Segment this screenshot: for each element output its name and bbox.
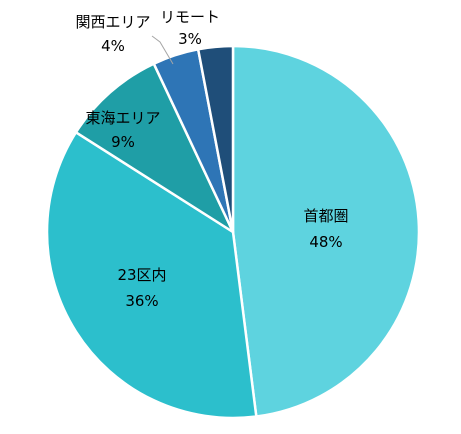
pie-labels: 首都圏 48% 23区内 36% 東海エリア 9% 関西エリア 4% リモート 3%	[75, 8, 348, 310]
slice-value-label: 3%	[178, 30, 202, 48]
slice-category-label: 23区内	[117, 266, 166, 284]
callout-leader-line-kansai	[151, 35, 174, 65]
pie-slice-5	[196, 44, 235, 234]
slice-value-label: 48%	[309, 233, 342, 251]
slice-value-label: 4%	[101, 37, 125, 55]
slice-value-label: 9%	[111, 133, 135, 151]
pie-slice-2	[45, 131, 258, 420]
pie-slice-3	[74, 62, 235, 234]
slice-category-label: リモート	[160, 8, 220, 26]
pie-slice-1	[231, 44, 421, 418]
pie-slices	[45, 44, 421, 420]
slice-category-label: 東海エリア	[85, 109, 160, 127]
slice-value-label: 36%	[125, 292, 158, 310]
slice-category-label: 首都圏	[303, 207, 348, 225]
slice-category-label: 関西エリア	[75, 13, 150, 31]
